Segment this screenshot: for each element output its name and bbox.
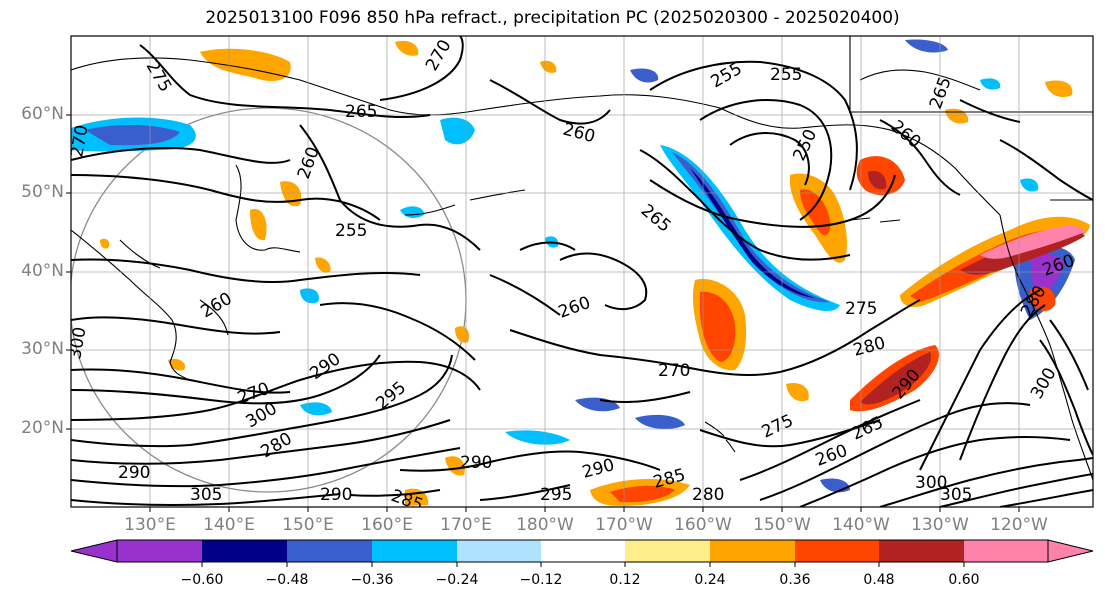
contour-label: 275	[845, 299, 877, 319]
contour-label: 295	[540, 485, 572, 505]
colorbar-tick-label: 0.12	[609, 572, 641, 588]
contour-label: 265	[345, 102, 377, 122]
lon-label: 160°W	[674, 515, 732, 535]
colorbar-bin	[372, 540, 457, 562]
colorbar-bin	[964, 540, 1048, 562]
colorbar-bin	[117, 540, 202, 562]
contour-label: 255	[335, 221, 367, 241]
colorbar-bin	[541, 540, 625, 562]
lat-label: 60°N	[21, 104, 64, 124]
graticule	[71, 36, 1093, 507]
colorbar-bin	[795, 540, 879, 562]
lon-label: 150°E	[282, 515, 334, 535]
lon-label: 170°E	[440, 515, 492, 535]
contour-label: 280	[692, 485, 724, 505]
colorbar-tick-label: 0.60	[948, 572, 980, 588]
lon-label: 180°W	[516, 515, 574, 535]
colorbar-bin	[710, 540, 795, 562]
colorbar-bin	[287, 540, 372, 562]
contour-label: 270	[67, 123, 92, 158]
colorbar-bin	[879, 540, 964, 562]
contour-label: 300	[915, 473, 947, 493]
refractivity-contours	[71, 36, 1093, 507]
lon-label: 130°W	[911, 515, 969, 535]
colorbar-tick-label: 0.36	[779, 572, 811, 588]
lat-label: 30°N	[21, 339, 64, 359]
lat-label: 20°N	[21, 418, 64, 438]
colorbar-bin	[457, 540, 541, 562]
lat-label: 50°N	[21, 182, 64, 202]
contour-label: 290	[320, 485, 352, 505]
colorbar	[70, 539, 1094, 567]
lon-label: 160°E	[361, 515, 413, 535]
axis-ticks	[66, 114, 1020, 512]
colorbar-tick-label: −0.48	[265, 572, 309, 588]
colorbar-tick-label: 0.24	[694, 572, 726, 588]
colorbar-tick-label: −0.12	[519, 572, 563, 588]
contour-label: 255	[770, 65, 802, 85]
lon-label: 120°W	[990, 515, 1048, 535]
lat-label: 40°N	[21, 261, 64, 281]
positive-anomaly-shading	[100, 40, 1090, 506]
lon-label: 140°E	[203, 515, 255, 535]
colorbar-outline	[116, 539, 1049, 563]
contour-label: 300	[65, 325, 90, 360]
contour-label: 290	[460, 453, 492, 473]
lon-label: 140°W	[832, 515, 890, 535]
contour-label: 305	[190, 485, 222, 505]
colorbar-tick-label: −0.24	[435, 572, 479, 588]
colorbar-left-extension	[70, 539, 118, 563]
colorbar-right-extension	[1047, 539, 1094, 563]
colorbar-tick-label: 0.48	[863, 572, 895, 588]
contour-label: 270	[658, 361, 690, 381]
lon-label: 170°W	[595, 515, 653, 535]
map-title: 2025013100 F096 850 hPa refract., precip…	[205, 8, 900, 28]
lon-label: 130°E	[124, 515, 176, 535]
colorbar-bin	[625, 540, 710, 562]
contour-label: 290	[118, 463, 150, 483]
colorbar-tick-label: −0.60	[180, 572, 224, 588]
lon-label: 150°W	[753, 515, 811, 535]
colorbar-bin	[202, 540, 287, 562]
contour-label: 305	[940, 485, 972, 505]
colorbar-tick-label: −0.36	[350, 572, 394, 588]
map-frame-background	[71, 36, 1093, 507]
